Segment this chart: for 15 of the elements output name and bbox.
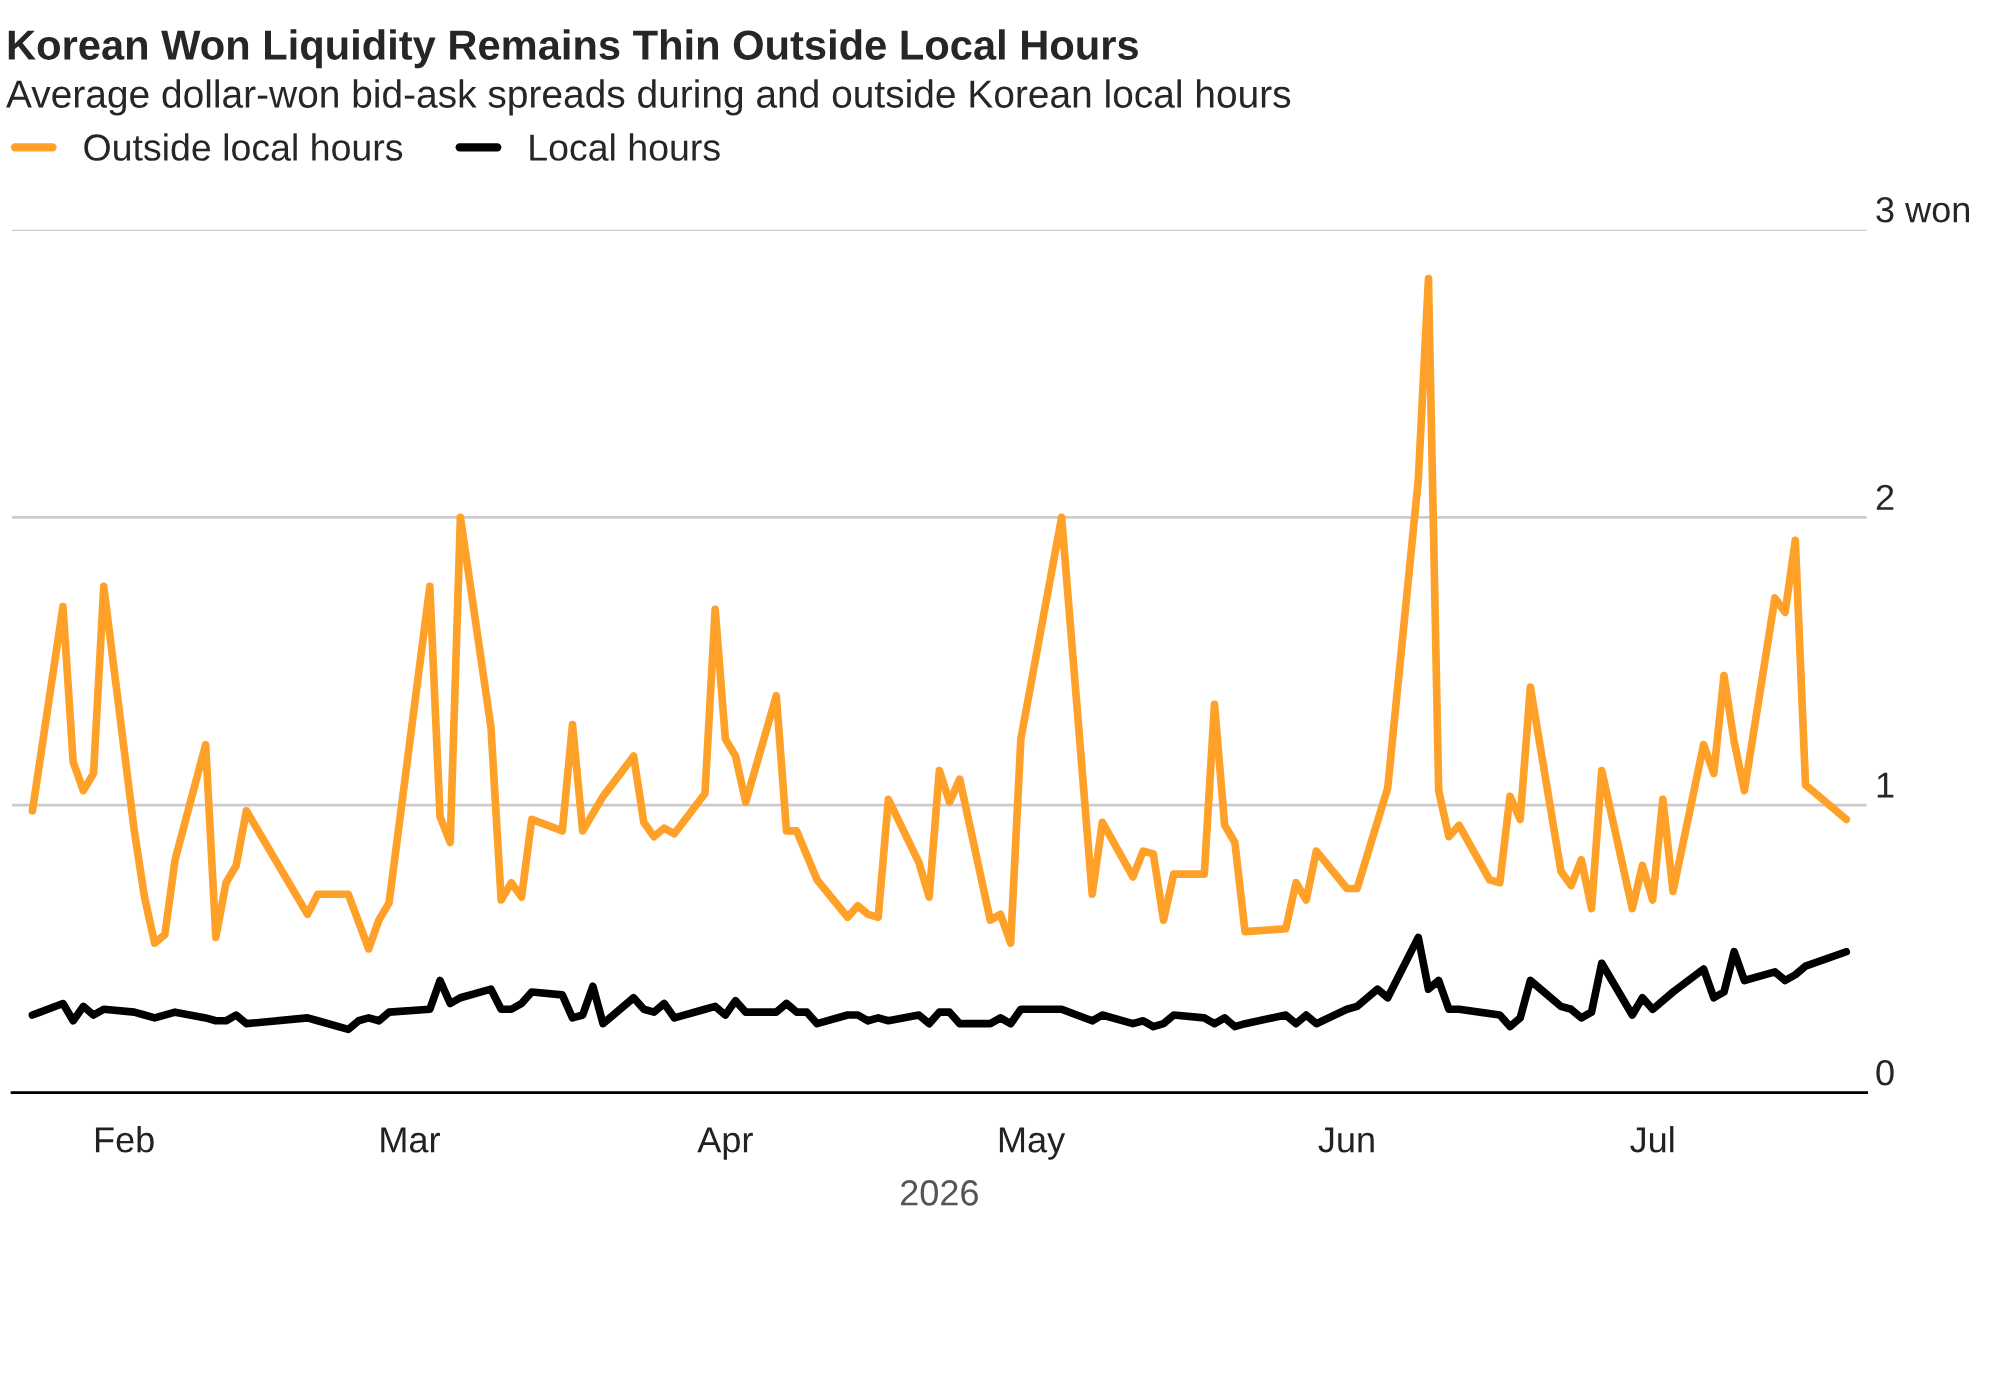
x-tick-label: Apr xyxy=(697,1127,753,1160)
x-tick-label: Jul xyxy=(1630,1126,1674,1153)
chart-title: Korean Won Liquidity Remains Thin Outside Local Hours xyxy=(8,29,1138,69)
legend-label: Outside local hours xyxy=(84,133,403,161)
y-tick-label: 1 xyxy=(1877,772,1894,798)
y-tick-label: 3 won xyxy=(1876,196,1970,223)
x-tick-label: Mar xyxy=(381,1127,440,1153)
x-tick-label: Jun xyxy=(1318,1127,1374,1153)
chart-subtitle: Average dollar-won bid-ask spreads during and outside Korean local hours xyxy=(6,79,1291,116)
legend-label: Local hours xyxy=(530,133,720,161)
x-tick-label: Feb xyxy=(95,1126,154,1153)
y-tick-label: 0 xyxy=(1876,1060,1894,1086)
x-tick-label: May xyxy=(999,1127,1066,1160)
x-axis-title: 2026 xyxy=(901,1180,978,1206)
y-tick-label: 2 xyxy=(1876,484,1894,510)
